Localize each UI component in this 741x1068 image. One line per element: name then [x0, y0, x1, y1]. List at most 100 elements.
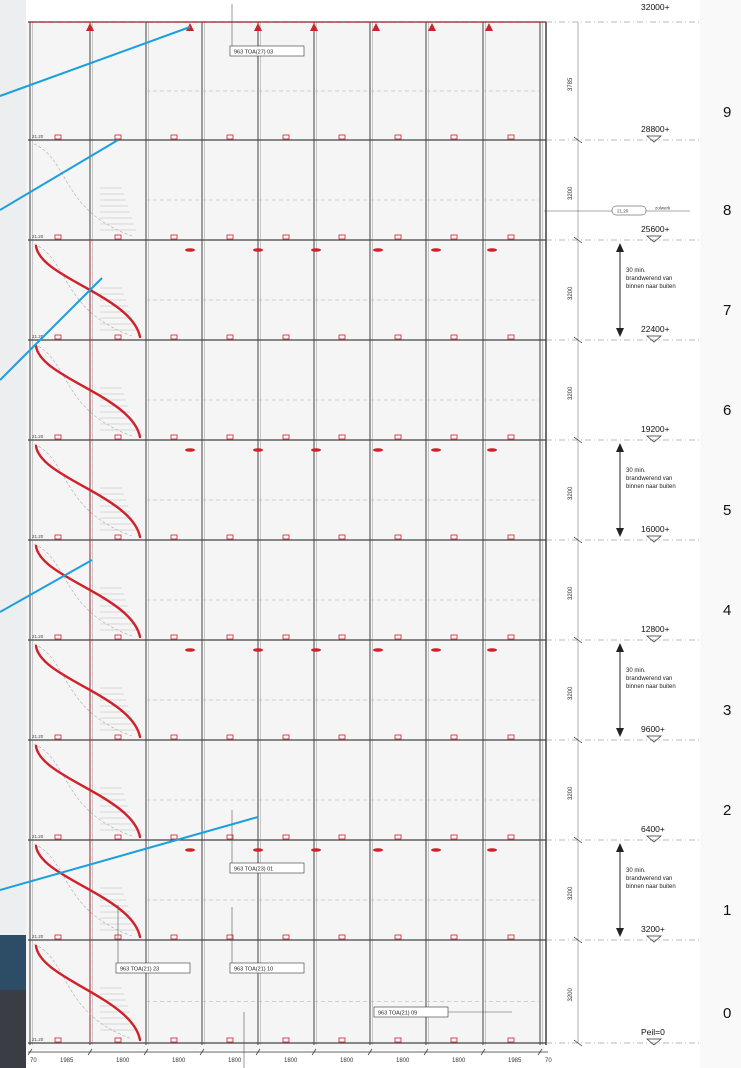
anchor-box — [170, 134, 178, 140]
anchor-box — [114, 434, 122, 440]
fire-seal-mark — [253, 448, 263, 452]
arrow-head-down — [616, 728, 624, 737]
fire-note-line: binnen naar buiten — [626, 284, 676, 290]
fire-seal-curve — [34, 644, 142, 739]
anchor-box — [226, 734, 234, 740]
anchor-box — [114, 1037, 122, 1043]
anchor-box — [54, 334, 62, 340]
fire-seal-mark — [253, 848, 263, 852]
anchor-box — [226, 334, 234, 340]
datum-marker — [646, 735, 662, 743]
fire-note-line: binnen naar buiten — [626, 484, 676, 490]
anchor-box — [226, 934, 234, 940]
fire-seal-curve — [34, 344, 142, 439]
fire-seal-mark — [431, 448, 441, 452]
anchor-box — [54, 734, 62, 740]
bottom-dimension-tick — [199, 1048, 205, 1056]
fire-note-line: brandwerend van — [626, 676, 672, 682]
height-dimension: 3200 — [568, 786, 574, 800]
anchor-box — [226, 1037, 234, 1043]
floor-tag: 21.20 — [32, 434, 44, 439]
anchor-box — [282, 434, 290, 440]
height-dimension: 3200 — [568, 386, 574, 400]
fire-note: 30 min. brandwerend van binnen naar buiten — [626, 868, 676, 890]
anchor-box — [450, 534, 458, 540]
height-dimension: 3200 — [568, 987, 574, 1001]
bottom-dimension-value: 1800 — [452, 1058, 466, 1064]
callout-leader-lines — [0, 26, 259, 891]
floor-tag: 21.20 — [32, 534, 44, 539]
bottom-dimension-tick — [480, 1048, 486, 1056]
fire-seal-mark — [431, 248, 441, 252]
fire-seal-mark — [311, 248, 321, 252]
floor-tag: 21.20 — [32, 934, 44, 939]
height-dimension: 3785 — [568, 77, 574, 91]
fire-note-line: binnen naar buiten — [626, 684, 676, 690]
anchor-box — [226, 634, 234, 640]
anchor-box — [507, 934, 515, 940]
bottom-dimension-value: 70 — [30, 1058, 37, 1064]
anchor-box — [170, 834, 178, 840]
stair-outline — [33, 643, 133, 737]
fire-note-line: 30 min. — [626, 868, 646, 874]
fire-seal-curve — [34, 244, 142, 339]
bottom-dimension-tick — [27, 1048, 33, 1056]
stair-outlines — [33, 143, 136, 1040]
floor-tag: 21.20 — [32, 334, 44, 339]
anchor-box — [54, 134, 62, 140]
anchor-box — [338, 334, 346, 340]
bottom-dimension-tick — [537, 1048, 543, 1056]
fire-seal-mark — [487, 448, 497, 452]
fire-seal-mark — [431, 648, 441, 652]
anchor-box — [394, 234, 402, 240]
section-tag-lower-mid-box — [229, 962, 305, 974]
level-number: 6 — [723, 402, 731, 419]
height-dimension: 3200 — [568, 586, 574, 600]
fire-seal-mark — [185, 248, 195, 252]
anchor-box — [507, 534, 515, 540]
bottom-dimension-tick — [311, 1048, 317, 1056]
height-dimension: 3200 — [568, 186, 574, 200]
anchor-box — [394, 734, 402, 740]
anchor-box — [338, 534, 346, 540]
stair-outline — [33, 443, 133, 537]
anchor-box — [170, 734, 178, 740]
section-tag-level1: 963 TOA(23) 01 — [234, 867, 273, 873]
fire-seal-mark — [373, 448, 383, 452]
anchor-box — [282, 234, 290, 240]
anchor-box — [394, 834, 402, 840]
anchor-box — [54, 234, 62, 240]
stair-outline — [33, 743, 133, 837]
bottom-dimension-tick — [423, 1048, 429, 1056]
level-elevation-label: 25600+ — [641, 224, 670, 234]
anchor-box — [507, 734, 515, 740]
datum-marker — [646, 135, 662, 143]
bottom-dimension-value: 1800 — [284, 1058, 298, 1064]
anchor-box — [450, 634, 458, 640]
bottom-dimension-tick — [255, 1048, 261, 1056]
level-number: 1 — [723, 902, 731, 919]
fire-seal-mark — [311, 848, 321, 852]
anchor-box — [114, 634, 122, 640]
callout-leader — [0, 277, 103, 381]
anchor-box — [394, 934, 402, 940]
fire-seal-mark — [487, 848, 497, 852]
anchor-box — [170, 1037, 178, 1043]
anchor-box — [170, 334, 178, 340]
anchor-box — [114, 334, 122, 340]
bottom-dimension-value: 1800 — [116, 1058, 130, 1064]
anchor-box — [282, 834, 290, 840]
fire-note: 30 min. brandwerend van binnen naar buiten — [626, 468, 676, 490]
anchor-box — [54, 434, 62, 440]
fire-seal-mark — [311, 648, 321, 652]
anchor-box — [507, 434, 515, 440]
floor-tag: 21.20 — [32, 1037, 44, 1042]
anchor-box — [226, 534, 234, 540]
level-elevation-label: 9600+ — [641, 724, 665, 734]
stair-outline — [33, 343, 133, 437]
fire-seal-mark — [185, 848, 195, 852]
anchor-box — [507, 234, 515, 240]
anchor-box — [114, 834, 122, 840]
arrow-head-down — [616, 528, 624, 537]
level-number: 3 — [723, 702, 731, 719]
